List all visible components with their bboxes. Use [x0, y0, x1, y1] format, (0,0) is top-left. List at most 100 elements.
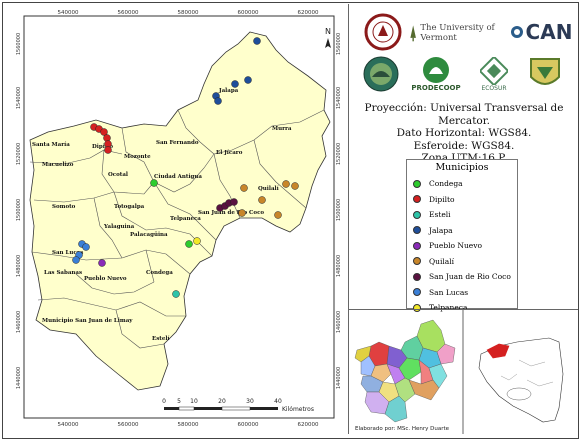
- legend-swatch: [413, 288, 421, 297]
- main-map: 540000 560000 580000 600000 620000 54000…: [4, 4, 346, 430]
- layout-panel: The University of Vermont CAN PRODECOOP: [348, 4, 578, 434]
- point-quilali: [274, 211, 282, 219]
- right-tick-6: 1460000: [336, 311, 342, 333]
- label-el-jicaro: El Jícaro: [216, 149, 243, 156]
- inset-svg: [354, 310, 564, 434]
- point-condega: [150, 179, 158, 187]
- spheroid-line: Esferoide: WGS84.: [413, 139, 515, 152]
- uvm-wordmark-text: The University of Vermont: [420, 23, 495, 43]
- point-dipilto: [100, 128, 108, 136]
- can-wordmark: CAN: [525, 20, 573, 44]
- point-jalapa: [253, 37, 261, 45]
- label-las-sabanas: Las Sabanas: [44, 270, 82, 276]
- legend-item-esteli: Esteli: [407, 207, 517, 223]
- legend-swatch: [413, 257, 421, 266]
- point-quilali: [240, 184, 248, 192]
- left-tick-3: 1520000: [16, 143, 22, 165]
- label-totogalpa: Totogalpa: [114, 204, 145, 210]
- municipal-seal-logo: [525, 54, 565, 94]
- label-yalaguina: Yalaguina: [103, 224, 135, 230]
- top-tick-5: 620000: [298, 10, 319, 16]
- label-condega: Condega: [146, 270, 173, 276]
- point-telpaneca: [193, 237, 201, 245]
- label-san-lucas: San Lucas: [52, 250, 83, 256]
- scale-label-5: 5: [177, 398, 181, 405]
- point-san-juan-de-rio-coco: [230, 198, 238, 206]
- map-frame: [2, 2, 579, 439]
- label-san-juan-de-limay: Municipio San Juan de Limay: [42, 318, 133, 324]
- legend-item-san-lucas: San Lucas: [407, 285, 517, 301]
- point-quilali: [282, 180, 290, 188]
- label-san-juan-de-rio-coco: San Juan de Río Coco: [198, 209, 264, 216]
- label-pueblo-nuevo: Pueblo Nuevo: [84, 276, 127, 282]
- legend-label: Quilalí: [429, 256, 455, 266]
- label-santa-maria: Santa María: [32, 141, 70, 148]
- legend-swatch: [413, 210, 421, 219]
- left-tick-6: 1460000: [16, 311, 22, 333]
- legend-item-jalapa: Jalapa: [407, 223, 517, 239]
- scale-label-20: 20: [218, 398, 226, 405]
- legend: Municipios Condega Dipilto Esteli Jalapa…: [406, 159, 518, 312]
- legend-item-pueblo-nuevo: Pueblo Nuevo: [407, 238, 517, 254]
- point-condega: [185, 240, 193, 248]
- scale-unit: Kilómetros: [282, 406, 314, 413]
- point-jalapa: [244, 76, 252, 84]
- scale-label-30: 30: [246, 398, 254, 405]
- north-arrow: N: [325, 27, 331, 48]
- bottom-tick-5: 620000: [298, 422, 319, 428]
- label-dipilto: Dipilto: [92, 144, 113, 150]
- legend-item-condega: Condega: [407, 176, 517, 192]
- legend-item-dipilto: Dipilto: [407, 192, 517, 208]
- map-svg: 540000 560000 580000 600000 620000 54000…: [16, 10, 342, 428]
- legend-swatch: [413, 303, 421, 312]
- right-tick-3: 1520000: [336, 143, 342, 165]
- top-tick-2: 560000: [118, 10, 139, 16]
- can-logo: CAN: [509, 16, 573, 48]
- label-somoto: Somoto: [52, 204, 76, 210]
- top-tick-1: 540000: [58, 10, 79, 16]
- right-tick-2: 1540000: [336, 87, 342, 109]
- bottom-tick-1: 540000: [58, 422, 79, 428]
- point-san-lucas: [82, 243, 90, 251]
- label-telpaneca: Telpaneca: [170, 216, 201, 222]
- point-dipilto: [104, 146, 112, 154]
- logo-row-top: The University of Vermont CAN: [349, 12, 578, 52]
- projection-info: Proyección: Universal Transversal de Mer…: [353, 102, 575, 165]
- label-palacaguina: Palacagüina: [130, 231, 168, 238]
- legend-label: Esteli: [429, 210, 451, 220]
- left-tick-2: 1540000: [16, 87, 22, 109]
- legend-swatch: [413, 272, 421, 281]
- bottom-tick-2: 560000: [118, 422, 139, 428]
- projection-line: Proyección: Universal Transversal de Mer…: [364, 102, 564, 127]
- legend-swatch: [413, 179, 421, 188]
- left-tick-5: 1480000: [16, 255, 22, 277]
- scale-label-10: 10: [190, 398, 198, 405]
- legend-label: Jalapa: [429, 225, 453, 235]
- prodecoop-text: PRODECOOP: [411, 84, 461, 92]
- left-tick-4: 1500000: [16, 199, 22, 221]
- left-tick-7: 1440000: [16, 367, 22, 389]
- legend-swatch: [413, 195, 421, 204]
- legend-item-san-juan-de-rio-coco: San Juan de Rio Coco: [407, 269, 517, 285]
- right-tick-7: 1440000: [336, 367, 342, 389]
- legend-label: Pueblo Nuevo: [429, 241, 482, 251]
- label-quilali: Quilalí: [258, 185, 280, 192]
- ecosur-logo: ECOSUR: [471, 52, 517, 96]
- inset-municipalities: [354, 319, 456, 423]
- right-tick-5: 1480000: [336, 255, 342, 277]
- label-esteli: Estelí: [152, 335, 170, 342]
- author-credit: Elaborado por: MSc. Henry Duarte: [355, 426, 450, 432]
- inset-maps: Elaborado por: MSc. Henry Duarte: [349, 309, 578, 434]
- legend-label: San Juan de Rio Coco: [429, 272, 511, 282]
- uvm-seal-logo: [363, 12, 403, 52]
- point-jalapa: [231, 80, 239, 88]
- point-pueblo-nuevo: [98, 259, 106, 267]
- logo-row-bottom: PRODECOOP ECOSUR: [349, 52, 578, 96]
- scale-label-0: 0: [162, 398, 166, 405]
- label-mozonte: Mozonte: [124, 154, 151, 160]
- bottom-tick-3: 580000: [178, 422, 199, 428]
- sample-points: [72, 37, 299, 298]
- point-esteli: [172, 290, 180, 298]
- legend-swatch: [413, 226, 421, 235]
- scale-label-40: 40: [274, 398, 282, 405]
